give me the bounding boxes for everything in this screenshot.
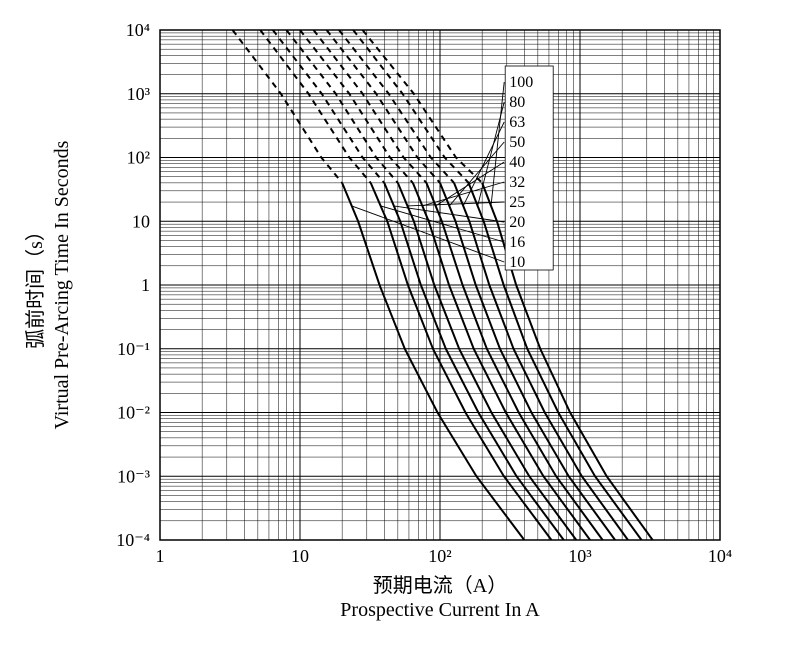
x-tick-label: 10³ <box>568 546 592 566</box>
curve-label-40: 40 <box>509 154 525 171</box>
y-tick-label: 10⁻⁴ <box>116 530 150 550</box>
chart-container: 1 10 10² 10³ 10⁴ 10⁻⁴ 10⁻³ 10⁻² 10⁻¹ 1 10 10² 10³ 10⁴… <box>0 0 790 648</box>
y-tick-label: 10 <box>132 211 150 231</box>
x-tick-label: 10⁴ <box>708 546 732 566</box>
fuse-time-current-chart: 1 10 10² 10³ 10⁴ 10⁻⁴ 10⁻³ 10⁻² 10⁻¹ 1 10 10² 10³ 10⁴… <box>0 0 790 648</box>
x-axis-title-en: Prospective Current In A <box>340 599 540 621</box>
curve-label-20: 20 <box>509 214 525 231</box>
x-tick-label: 10 <box>291 546 309 566</box>
y-tick-label: 10⁻³ <box>117 466 151 486</box>
curve-label-10: 10 <box>509 254 525 271</box>
curve-label-32: 32 <box>509 174 525 191</box>
curve-label-100: 100 <box>509 74 533 91</box>
y-tick-label: 10² <box>127 148 150 168</box>
y-tick-label: 10³ <box>127 84 151 104</box>
x-tick-label: 10² <box>428 546 451 566</box>
curve-label-16: 16 <box>509 234 525 251</box>
curve-label-50: 50 <box>509 134 525 151</box>
x-axis-title-cn: 预期电流（A） <box>373 574 507 597</box>
y-axis-title-cn: 弧前时间（s） <box>24 221 47 349</box>
y-tick-label: 10⁻¹ <box>117 339 150 359</box>
curve-label-63: 63 <box>509 114 525 131</box>
x-tick-label: 1 <box>156 546 165 566</box>
y-tick-label: 10⁴ <box>126 20 150 40</box>
curve-label-80: 80 <box>509 94 525 111</box>
y-tick-label: 1 <box>141 275 150 295</box>
curve-label-25: 25 <box>509 194 525 211</box>
y-tick-label: 10⁻² <box>117 403 150 423</box>
y-axis-title-en: Virtual Pre-Arcing Time In Seconds <box>51 140 73 429</box>
